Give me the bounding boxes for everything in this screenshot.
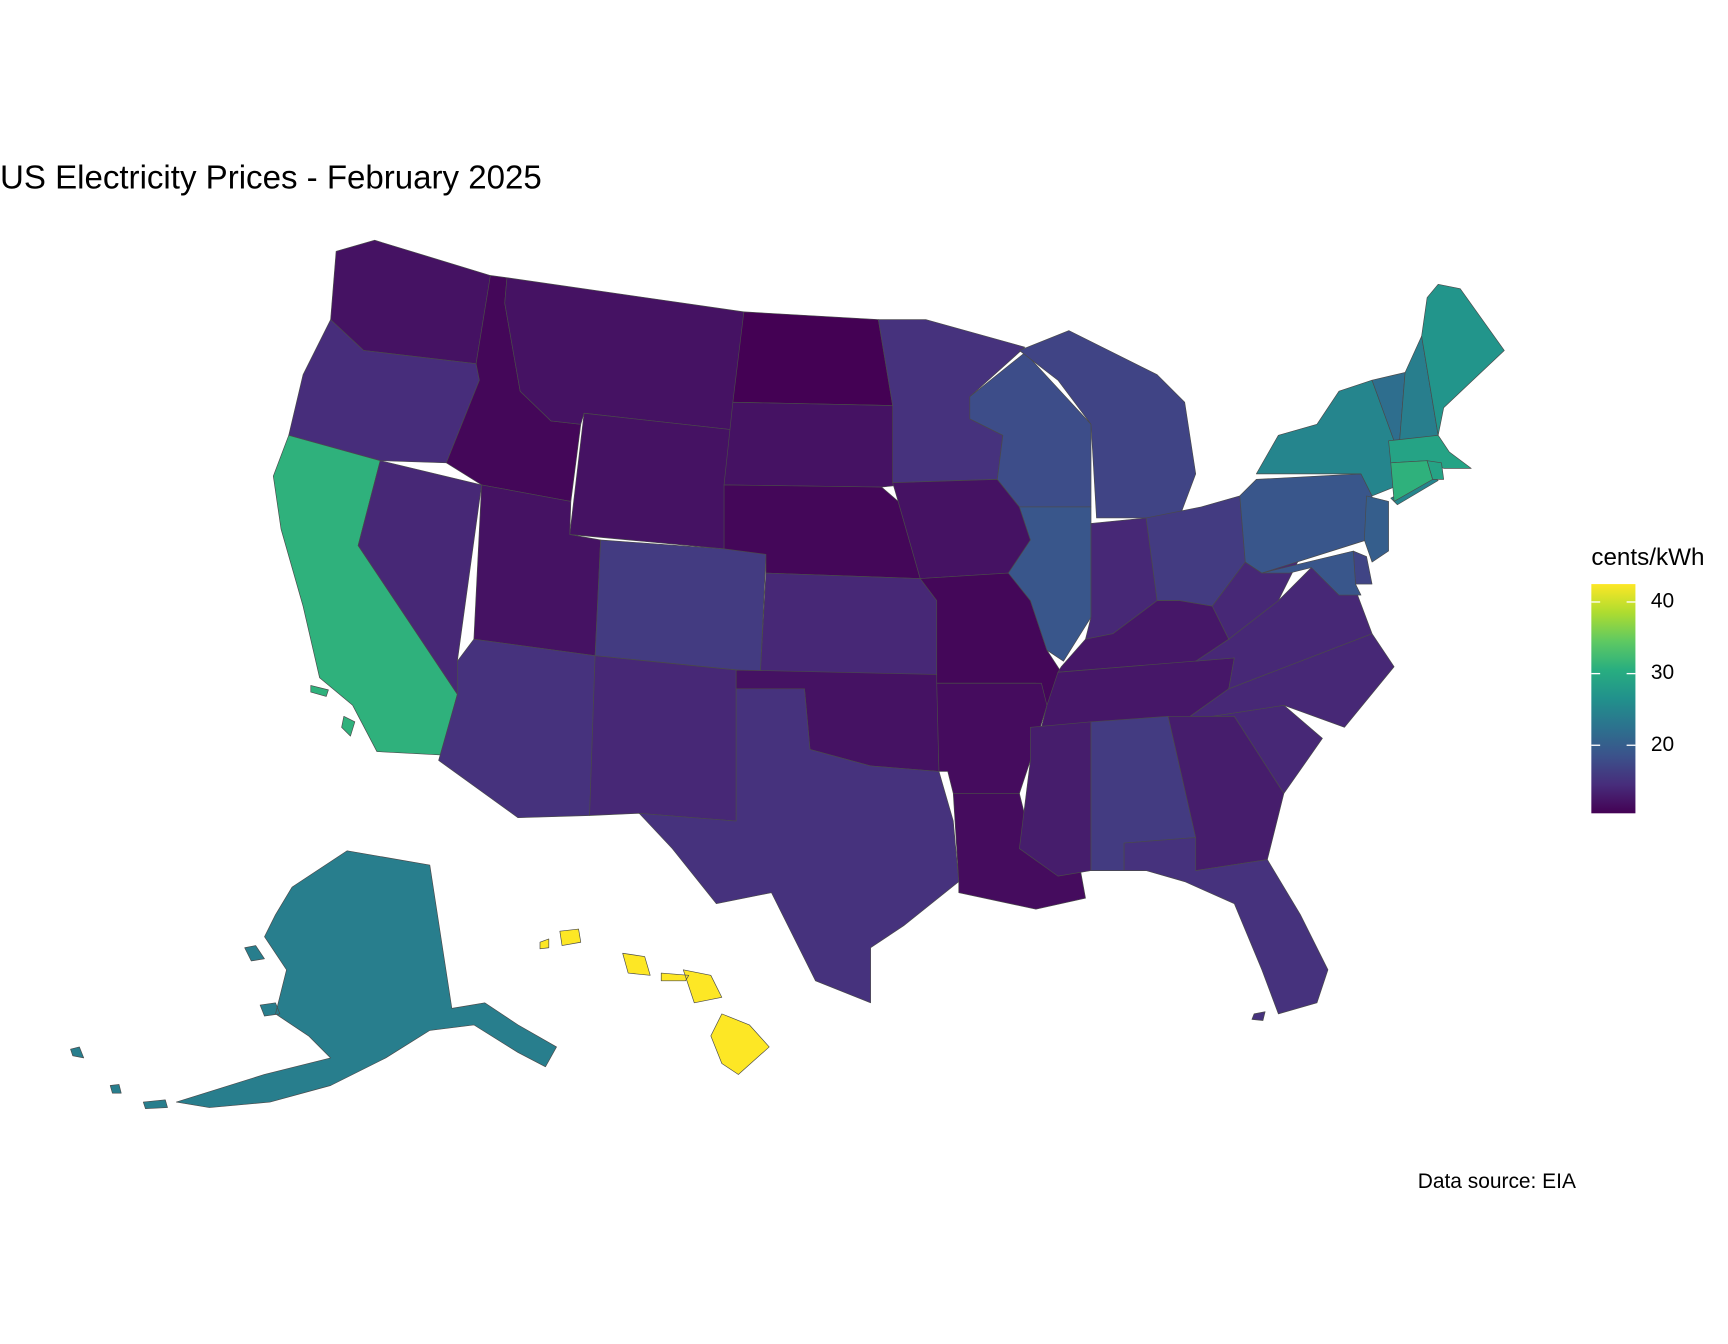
state-region [1363,495,1389,563]
legend-tick-label: 20 [1651,733,1674,756]
state-region [1261,550,1362,596]
legend-tick-label: 30 [1651,661,1674,684]
state-region [1123,837,1329,1021]
caption: Data source: EIA [1418,1170,1576,1193]
state-region [1352,550,1373,585]
state-region [1421,283,1505,436]
colorbar [1591,584,1636,814]
state-region [1019,721,1092,877]
state-region [438,638,596,819]
state-region [594,539,767,673]
state-region [760,572,938,675]
state-region [723,401,902,488]
state-region [70,850,557,1109]
state-region [1019,330,1197,519]
state-region [1426,460,1445,480]
chart-title: US Electricity Prices - February 2025 [0,159,542,196]
state-region [952,793,1086,910]
state-region [539,928,770,1075]
states [70,239,1505,1109]
legend-title: cents/kWh [1591,544,1704,571]
legend: cents/kWh 20 30 40 [1591,544,1704,814]
state-region [589,655,737,822]
state-region [504,277,745,431]
legend-tick-label: 40 [1651,590,1674,613]
state-region [732,311,893,406]
state-region [569,412,734,550]
